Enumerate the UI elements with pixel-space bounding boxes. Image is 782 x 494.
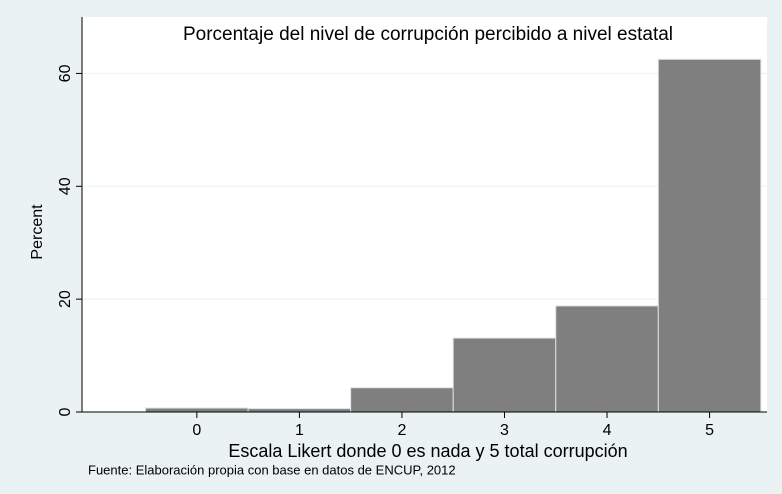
bar bbox=[555, 305, 659, 413]
x-tick-label: 0 bbox=[192, 422, 201, 439]
bar bbox=[452, 337, 557, 413]
y-tick-label: 60 bbox=[57, 64, 74, 82]
y-tick-label: 40 bbox=[57, 177, 74, 195]
x-tick-label: 4 bbox=[603, 422, 612, 439]
x-tick-label: 1 bbox=[295, 422, 304, 439]
x-tick-label: 5 bbox=[705, 422, 714, 439]
bar bbox=[145, 407, 249, 413]
source-note: Fuente: Elaboración propia con base en d… bbox=[88, 462, 456, 477]
bar bbox=[247, 408, 352, 413]
y-tick-label: 20 bbox=[57, 290, 74, 308]
bar bbox=[657, 58, 762, 413]
x-axis-label: Escala Likert donde 0 es nada y 5 total … bbox=[228, 441, 627, 461]
x-tick-label: 3 bbox=[500, 422, 509, 439]
y-axis-label: Percent bbox=[29, 204, 46, 260]
bar bbox=[350, 387, 454, 413]
y-tick-label: 0 bbox=[57, 407, 74, 416]
chart-title: Porcentaje del nivel de corrupción perci… bbox=[183, 24, 673, 45]
x-tick-label: 2 bbox=[397, 422, 406, 439]
